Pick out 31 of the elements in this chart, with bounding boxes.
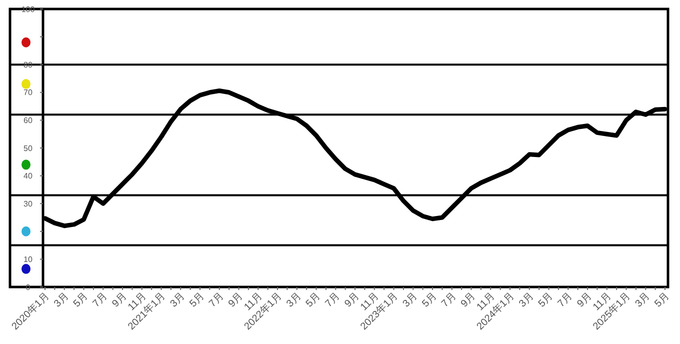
x-tick-label: 9月 [459,290,478,310]
x-tick-label: 9月 [342,290,362,310]
y-tick-label: 30 [24,199,33,208]
x-tick-label: 3月 [284,290,304,310]
x-tick-label: 5月 [304,290,323,310]
x-tick-label: 5月 [72,290,90,310]
x-tick-label: 7月 [90,290,110,310]
y-tick-label: 50 [24,144,33,153]
x-tick-label: 7月 [207,290,226,310]
x-tick-label: 5月 [652,290,672,310]
x-tick-label: 9月 [110,290,130,310]
x-tick-label: 7月 [556,290,575,310]
y-tick-label: 0 [26,282,31,292]
y-tick-label: 10 [24,255,33,264]
x-tick-label: 3月 [400,290,420,310]
y-tick-label: 70 [24,88,33,98]
y-tick-label: 100 [21,4,36,14]
y-tick-label: 80 [24,60,33,70]
x-tick-label: 3月 [52,290,71,310]
x-tick-label: 3月 [168,290,188,310]
y-tick-label: 60 [24,116,33,125]
x-tick-label: 7月 [440,290,458,310]
x-tick-label: 7月 [323,290,342,310]
x-tick-label: 3月 [517,290,536,310]
y-tick-label: 40 [24,172,33,181]
x-tick-label: 3月 [633,290,652,310]
x-tick-label: 5月 [188,290,207,310]
x-tick-label: 5月 [420,290,440,310]
x-tick-label: 5月 [536,290,556,310]
x-tick-label: 9月 [575,290,594,310]
x-tick-label: 9月 [226,290,246,310]
